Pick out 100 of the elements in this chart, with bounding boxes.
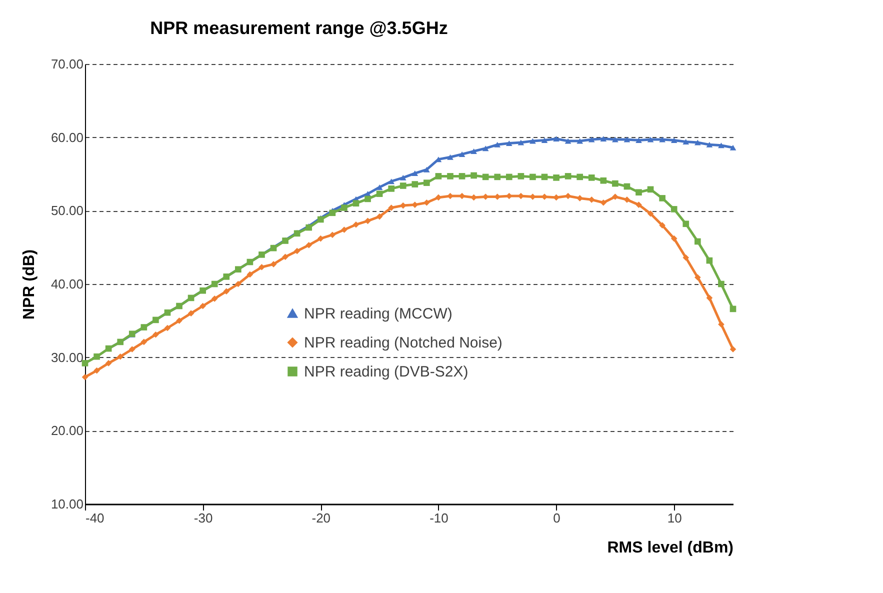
point	[553, 194, 560, 201]
point	[482, 146, 489, 152]
point	[94, 353, 100, 360]
point	[612, 180, 618, 187]
point	[258, 264, 265, 270]
point	[530, 138, 536, 144]
point	[211, 296, 218, 302]
point	[670, 206, 678, 212]
point	[530, 174, 536, 180]
y-tick-label: 70.00	[50, 56, 84, 72]
point	[718, 142, 724, 148]
x-tick-label: -10	[430, 510, 448, 526]
point	[636, 189, 642, 196]
point	[82, 374, 88, 380]
point	[730, 144, 736, 150]
point	[376, 190, 383, 197]
point	[576, 195, 583, 202]
point	[518, 173, 524, 180]
y-tick-label: 30.00	[50, 350, 84, 365]
point	[128, 346, 136, 352]
point	[588, 174, 595, 181]
point	[506, 140, 512, 146]
point	[670, 138, 678, 144]
point	[682, 220, 690, 228]
point	[588, 196, 595, 203]
point	[647, 136, 654, 142]
point	[424, 166, 430, 172]
point	[494, 142, 501, 148]
point	[624, 196, 630, 203]
y-axis-title: NPR (dB)	[20, 249, 38, 320]
point	[576, 174, 583, 180]
point	[600, 177, 607, 184]
point	[424, 180, 430, 186]
x-tick-label: -20	[312, 510, 331, 526]
point	[246, 271, 254, 278]
point	[424, 199, 430, 206]
point	[706, 142, 713, 148]
point	[730, 306, 736, 312]
point	[329, 232, 336, 238]
point	[412, 170, 418, 176]
point	[624, 136, 630, 142]
point	[564, 173, 572, 180]
point	[564, 138, 572, 144]
point	[152, 331, 159, 338]
point	[600, 199, 607, 206]
point	[694, 238, 701, 245]
point	[564, 192, 572, 200]
x-tick-label: -30	[194, 510, 213, 526]
y-tick-label: 20.00	[50, 423, 84, 438]
point	[470, 148, 477, 154]
point	[682, 254, 690, 261]
point	[412, 181, 418, 188]
point	[576, 138, 583, 144]
y-tick-label: 10.00	[50, 496, 84, 512]
point	[117, 353, 124, 360]
point	[435, 194, 442, 201]
point	[718, 321, 724, 328]
point	[388, 186, 394, 192]
point	[636, 138, 642, 144]
point	[176, 318, 182, 324]
point	[706, 257, 713, 264]
point	[659, 195, 666, 202]
point	[94, 367, 100, 374]
point	[730, 346, 736, 352]
point	[140, 338, 148, 346]
point	[682, 138, 690, 144]
point	[694, 140, 701, 146]
point	[447, 154, 454, 160]
point	[364, 218, 371, 224]
point	[659, 136, 666, 142]
point	[400, 174, 406, 180]
point	[647, 186, 654, 193]
point	[294, 248, 300, 254]
legend-label: NPR reading (Notched Noise)	[304, 334, 502, 352]
point	[494, 174, 501, 180]
chart-title: NPR measurement range @3.5GHz	[150, 18, 448, 38]
point	[458, 173, 466, 180]
point	[282, 254, 288, 260]
point	[412, 202, 418, 208]
point	[470, 172, 477, 179]
point	[400, 182, 406, 189]
point	[82, 360, 88, 366]
point	[647, 210, 654, 217]
point	[235, 280, 242, 288]
point	[553, 174, 560, 181]
point	[518, 140, 524, 146]
point	[447, 173, 454, 180]
point	[470, 194, 477, 201]
point	[364, 196, 371, 202]
point	[329, 210, 336, 216]
point	[553, 136, 560, 142]
point	[376, 213, 383, 220]
point	[388, 178, 394, 184]
legend-label: NPR reading (DVB-S2X)	[304, 364, 468, 380]
point	[506, 174, 512, 180]
point	[400, 202, 406, 209]
point	[388, 204, 394, 211]
point	[447, 192, 454, 200]
point	[376, 184, 383, 190]
point	[435, 173, 442, 180]
